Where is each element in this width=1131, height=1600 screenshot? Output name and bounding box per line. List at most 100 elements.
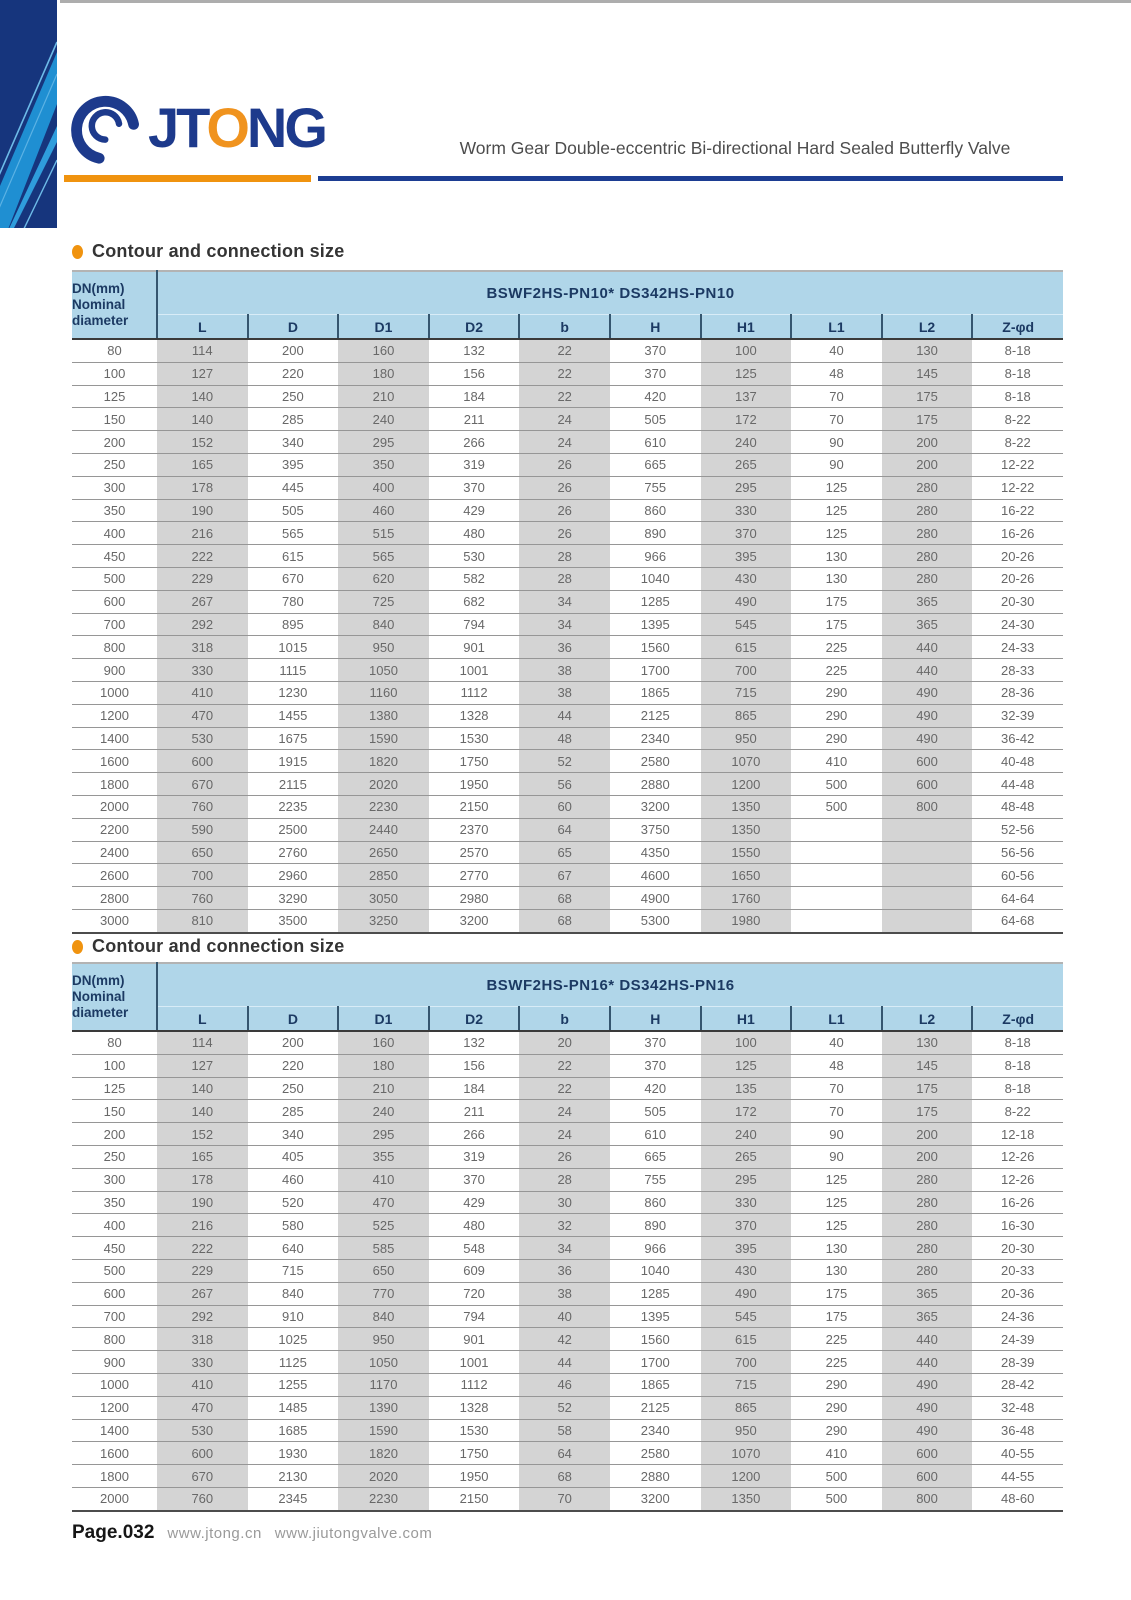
table-cell: 210 bbox=[338, 1077, 429, 1101]
table-cell: 130 bbox=[881, 339, 973, 363]
table-cell: 500 bbox=[791, 1487, 882, 1512]
table-cell: 600 bbox=[881, 749, 973, 774]
table-cell: 440 bbox=[881, 1327, 973, 1352]
table-cell: 1200 bbox=[72, 704, 157, 728]
table-cell: 16-26 bbox=[972, 521, 1063, 546]
table-cell: 190 bbox=[157, 499, 248, 523]
column-header: b bbox=[518, 1006, 610, 1032]
table-cell: 1750 bbox=[428, 1441, 520, 1466]
table-cell: 370 bbox=[609, 362, 701, 386]
table-cell: 395 bbox=[700, 544, 792, 568]
table-cell: 365 bbox=[881, 613, 973, 637]
table-cell: 1025 bbox=[247, 1327, 339, 1352]
column-header: H bbox=[608, 1006, 701, 1032]
table-cell: 175 bbox=[881, 1077, 973, 1101]
table-cell: 400 bbox=[72, 521, 157, 546]
table-cell: 125 bbox=[700, 362, 792, 386]
table-cell: 64-68 bbox=[972, 909, 1063, 934]
table-row: 900 330 1115 1050 1001 38 1700 700 225 440 28-33 bbox=[72, 658, 1063, 682]
table-cell: 200 bbox=[881, 1122, 973, 1146]
table-cell: 410 bbox=[157, 1373, 248, 1397]
table-row: 2000 760 2235 2230 2150 60 3200 1350 500 800 48-48 bbox=[72, 795, 1063, 819]
table-cell: 300 bbox=[72, 1168, 157, 1192]
table-cell: 610 bbox=[609, 430, 701, 454]
corner-header: DN(mm) Nominal diameter bbox=[72, 963, 158, 1032]
table-cell: 1125 bbox=[247, 1350, 339, 1374]
table-cell: 4350 bbox=[609, 841, 701, 865]
table-cell: 600 bbox=[881, 1464, 973, 1488]
table-cell: 8-18 bbox=[972, 339, 1063, 363]
table-cell: 865 bbox=[700, 1396, 792, 1420]
table-cell: 1800 bbox=[72, 1464, 157, 1488]
table-cell: 1485 bbox=[247, 1396, 339, 1420]
table-cell: 38 bbox=[519, 681, 610, 705]
table-cell: 175 bbox=[791, 1305, 882, 1329]
table-row: 600 267 780 725 682 34 1285 490 175 365 20-30 bbox=[72, 590, 1063, 614]
table-cell: 890 bbox=[609, 1213, 701, 1238]
table-cell: 1160 bbox=[338, 681, 429, 705]
table-cell: 28 bbox=[519, 567, 610, 591]
table-cell: 290 bbox=[791, 727, 882, 751]
table-cell: 440 bbox=[881, 658, 973, 682]
table-cell: 365 bbox=[881, 1282, 973, 1306]
table-cell: 40 bbox=[791, 339, 882, 363]
table-row: 1000 410 1230 1160 1112 38 1865 715 290 490 28-36 bbox=[72, 681, 1063, 705]
table-cell: 211 bbox=[428, 1099, 520, 1124]
column-header: Z-φd bbox=[971, 1006, 1063, 1032]
table-cell: 90 bbox=[791, 430, 882, 454]
table-cell: 1530 bbox=[428, 1419, 520, 1443]
table-cell: 127 bbox=[157, 362, 248, 386]
table-cell: 490 bbox=[700, 1282, 792, 1306]
table-cell: 1350 bbox=[700, 795, 792, 819]
table-cell: 90 bbox=[791, 1122, 882, 1146]
table-cell: 950 bbox=[700, 727, 792, 751]
table-cell: 1050 bbox=[338, 1350, 429, 1374]
table-cell: 266 bbox=[428, 430, 520, 454]
table-cell bbox=[881, 863, 973, 888]
corner-stripes-decoration bbox=[0, 0, 58, 263]
column-header: L2 bbox=[880, 1006, 973, 1032]
table-cell: 70 bbox=[519, 1487, 610, 1512]
table-cell: 127 bbox=[157, 1054, 248, 1078]
table-cell: 665 bbox=[609, 453, 701, 477]
table-row: 450 222 640 585 548 34 966 395 130 280 20-30 bbox=[72, 1236, 1063, 1260]
table-cell: 3500 bbox=[247, 909, 339, 934]
column-header: L1 bbox=[790, 1006, 882, 1032]
table-cell: 770 bbox=[338, 1282, 429, 1306]
table-row: 300 178 460 410 370 28 755 295 125 280 12-26 bbox=[72, 1168, 1063, 1192]
table-cell: 175 bbox=[881, 407, 973, 432]
table-cell: 515 bbox=[338, 521, 429, 546]
table-cell: 1650 bbox=[700, 863, 792, 888]
table-cell: 1170 bbox=[338, 1373, 429, 1397]
table-cell: 2130 bbox=[247, 1464, 339, 1488]
table-cell: 1112 bbox=[428, 1373, 520, 1397]
table-cell: 405 bbox=[247, 1145, 339, 1169]
column-header: D bbox=[246, 1006, 339, 1032]
table-cell: 370 bbox=[700, 521, 792, 546]
table-cell: 184 bbox=[428, 1077, 520, 1101]
table-cell: 267 bbox=[157, 1282, 248, 1306]
table-cell: 470 bbox=[157, 1396, 248, 1420]
table-cell: 32-39 bbox=[972, 704, 1063, 728]
table-cell: 2580 bbox=[609, 1441, 701, 1466]
table-cell: 895 bbox=[247, 613, 339, 637]
table-cell: 318 bbox=[157, 635, 248, 660]
table-cell: 36 bbox=[519, 1259, 610, 1283]
table-cell: 1980 bbox=[700, 909, 792, 934]
table-cell: 1395 bbox=[609, 1305, 701, 1329]
table-row: 1200 470 1485 1390 1328 52 2125 865 290 490 32-48 bbox=[72, 1396, 1063, 1420]
table-cell: 36-48 bbox=[972, 1419, 1063, 1443]
table-row: 400 216 565 515 480 26 890 370 125 280 16-26 bbox=[72, 521, 1063, 546]
table-cell: 725 bbox=[338, 590, 429, 614]
table-cell: 715 bbox=[247, 1259, 339, 1283]
table-cell: 395 bbox=[247, 453, 339, 477]
table-cell: 400 bbox=[338, 476, 429, 500]
table-cell: 28 bbox=[519, 1168, 610, 1192]
table-cell: 130 bbox=[791, 1236, 882, 1260]
table-cell: 46 bbox=[519, 1373, 610, 1397]
table-cell: 240 bbox=[700, 430, 792, 454]
table-cell: 319 bbox=[428, 1145, 520, 1169]
table-cell: 150 bbox=[72, 407, 157, 432]
table-cell: 26 bbox=[519, 476, 610, 500]
table-cell: 8-18 bbox=[972, 362, 1063, 386]
